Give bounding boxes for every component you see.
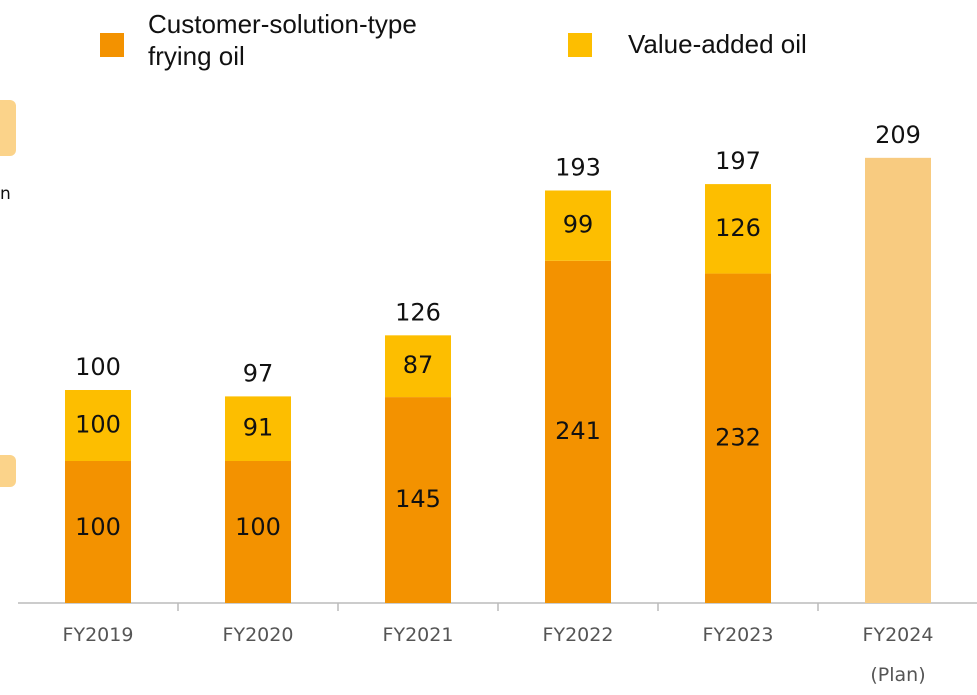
- bar-segment: [225, 396, 291, 461]
- x-tick-label: FY2024 (Plan): [862, 624, 934, 686]
- segment-label: 87: [403, 351, 434, 379]
- bar-segment: [545, 260, 611, 603]
- segment-label: 145: [395, 485, 441, 513]
- bar-segment: [545, 190, 611, 261]
- segment-label: 100: [235, 513, 281, 541]
- bar-segment: [225, 461, 291, 603]
- bar-segment: [65, 390, 131, 461]
- cropped-text: n: [0, 184, 11, 204]
- segment-label: 232: [715, 423, 761, 451]
- segment-label: 100: [75, 513, 121, 541]
- x-tick-label: FY2021: [382, 624, 454, 646]
- segment-label: 126: [715, 214, 761, 242]
- cropped-box: [0, 100, 16, 156]
- segment-label: 241: [555, 417, 601, 445]
- legend-swatch: [568, 33, 592, 57]
- total-label: 193: [555, 153, 601, 181]
- bar-segment: [385, 335, 451, 398]
- bar-segment: [385, 397, 451, 603]
- total-label: 126: [395, 298, 441, 326]
- total-label: 209: [875, 121, 921, 149]
- total-label: 100: [75, 353, 121, 381]
- bar-segment: [65, 461, 131, 603]
- cropped-box: [0, 455, 16, 487]
- bar-segment: [705, 184, 771, 274]
- total-label: 97: [243, 359, 274, 387]
- x-tick-label: FY2022: [542, 624, 614, 646]
- legend-swatch: [100, 33, 124, 57]
- x-tick-label: FY2019: [62, 624, 134, 646]
- segment-label: 100: [75, 411, 121, 439]
- bar: [865, 157, 931, 603]
- legend-label: Value-added oil: [628, 29, 807, 59]
- segment-label: 91: [243, 414, 274, 442]
- x-tick-label: FY2023: [702, 624, 774, 646]
- x-tick-label: FY2020: [222, 624, 294, 646]
- total-label: 197: [715, 147, 761, 175]
- legend-label: Customer-solution-type frying oil: [148, 9, 417, 71]
- segment-label: 99: [563, 211, 594, 239]
- bar-segment: [705, 273, 771, 603]
